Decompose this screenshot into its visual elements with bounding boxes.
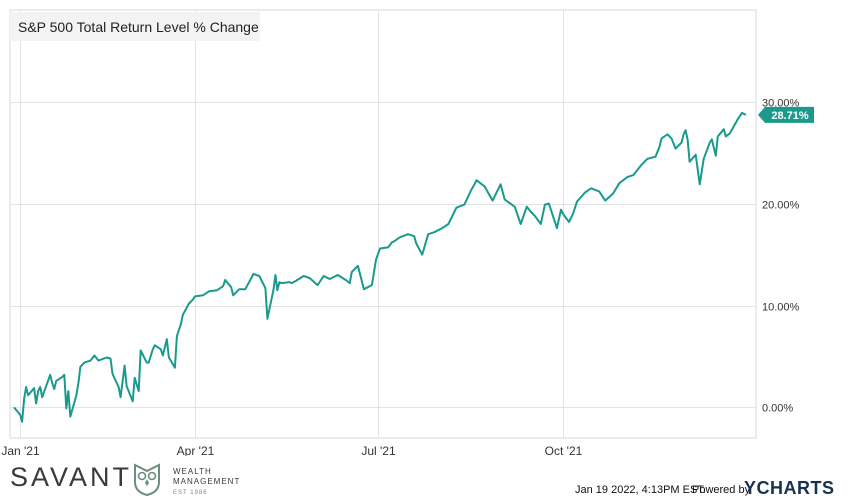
brand-logo-text: SAVANT bbox=[10, 462, 133, 492]
owl-logo-icon bbox=[134, 463, 160, 496]
y-tick-label: 20.00% bbox=[762, 200, 800, 212]
y-tick-label: 30.00% bbox=[762, 98, 800, 110]
brand-sub-wealth: WEALTH bbox=[173, 467, 212, 476]
powered-by-text: Powered by bbox=[692, 484, 751, 496]
last-value-tag bbox=[758, 106, 814, 123]
chart-title: S&P 500 Total Return Level % Change bbox=[18, 19, 259, 35]
x-tick-label: Jan '21 bbox=[1, 444, 40, 456]
x-tick-label: Jul '21 bbox=[361, 444, 396, 456]
y-tick-label: 10.00% bbox=[762, 302, 800, 314]
x-tick-label: Apr '21 bbox=[177, 444, 215, 456]
last-value-label: 28.71% bbox=[771, 110, 809, 122]
chart-legend: S&P 500 Total Return Level % Change bbox=[10, 12, 260, 41]
brand-subtitle: WEALTH MANAGEMENT bbox=[173, 467, 240, 487]
brand-sub-management: MANAGEMENT bbox=[173, 477, 241, 486]
timestamp: Jan 19 2022, 4:13PM EST. bbox=[575, 484, 706, 496]
chart-svg: 0.00% 10.00% 20.00% 30.00% Jan '21 Apr '21 Jul… bbox=[1, 9, 814, 458]
plot-frame bbox=[9, 9, 757, 439]
x-tick-label: Oct '21 bbox=[545, 444, 583, 456]
series-line bbox=[13, 111, 747, 423]
ycharts-logo: YCHARTS bbox=[744, 478, 835, 498]
footer: SAVANT WEALTH MANAGEMENT EST 1986 Jan 19… bbox=[0, 456, 850, 503]
y-tick-label: 0.00% bbox=[762, 403, 793, 415]
brand-est: EST 1986 bbox=[173, 490, 208, 496]
